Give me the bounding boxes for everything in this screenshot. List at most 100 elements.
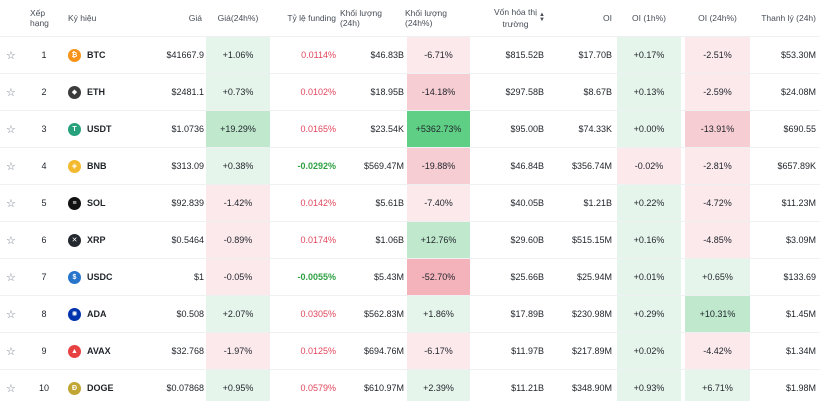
price-change-24h-cell: -0.89% [206,222,270,258]
funding-rate-cell: 0.0102% [300,87,336,97]
volume-change-24h-cell: -6.71% [407,37,470,73]
price-cell: $0.5464 [171,235,204,245]
price-cell: $1 [193,272,204,282]
price-cell: $0.07868 [166,383,204,393]
price-cell: $1.0736 [171,124,204,134]
market-cap-cell: $11.97B [511,346,544,356]
coin-cell[interactable]: ▲ AVAX [68,333,158,369]
rank-cell: 3 [41,124,47,134]
header-oi-24h[interactable]: OI (24h%) [698,13,737,23]
coin-cell[interactable]: ◆ ETH [68,74,158,110]
header-volume-24h-pct[interactable]: Khối lượng (24h%) [405,8,447,28]
volume-24h-cell: $562.83M [363,309,404,319]
ada-icon: ✺ [68,307,81,321]
header-symbol[interactable]: Ký hiệu [68,13,97,23]
header-oi-1h[interactable]: OI (1h%) [631,13,666,23]
sort-icon[interactable]: ▲ ▼ [539,12,545,23]
table-row[interactable]: ☆ 1 ₿ BTC $41667.9 +1.06% 0.0114% $46.83B -6.71%… [0,36,820,73]
favorite-star-icon[interactable]: ☆ [6,197,16,210]
market-cap-cell: $17.89B [510,309,544,319]
funding-rate-cell: 0.0165% [300,124,336,134]
price-change-24h-cell: +0.38% [206,148,270,184]
liquidation-24h-cell: $3.09M [785,235,816,245]
volume-change-24h-cell: -7.40% [407,185,470,221]
header-liquidation-24h[interactable]: Thanh lý (24h) [761,13,816,23]
price-change-24h-cell: -1.97% [206,333,270,369]
price-change-24h-cell: +1.06% [206,37,270,73]
favorite-star-icon[interactable]: ☆ [6,234,16,247]
header-market-cap[interactable]: Vốn hóa thị trường ▲ ▼ [478,0,545,36]
table-header: Xếp hạng Ký hiệu Giá Giá(24h%) Tỷ lệ fun… [0,0,820,36]
price-change-24h-cell: +2.07% [206,296,270,332]
coin-cell[interactable]: $ USDC [68,259,158,295]
favorite-star-icon[interactable]: ☆ [6,382,16,395]
favorite-star-icon[interactable]: ☆ [6,160,16,173]
open-interest-cell: $25.94M [576,272,612,282]
oi-change-1h-cell: +0.17% [617,37,681,73]
funding-rate-cell: 0.0142% [300,198,336,208]
coin-symbol: BTC [87,50,106,60]
table-row[interactable]: ☆ 7 $ USDC $1 -0.05% -0.0055% $5.43M -52.70% $25.… [0,258,820,295]
favorite-star-icon[interactable]: ☆ [6,345,16,358]
coin-cell[interactable]: ✺ ADA [68,296,158,332]
volume-change-24h-cell: +5362.73% [407,111,470,147]
coin-symbol: BNB [87,161,107,171]
market-cap-cell: $297.58B [505,87,544,97]
oi-change-1h-cell: +0.29% [617,296,681,332]
header-price-24h[interactable]: Giá(24h%) [217,13,259,23]
volume-24h-cell: $46.83B [370,50,404,60]
coin-cell[interactable]: ◈ BNB [68,148,158,184]
table-row[interactable]: ☆ 8 ✺ ADA $0.508 +2.07% 0.0305% $562.83M +1.86% $… [0,295,820,332]
open-interest-cell: $515.15M [571,235,612,245]
bnb-icon: ◈ [68,159,81,173]
coin-cell[interactable]: T USDT [68,111,158,147]
volume-24h-cell: $5.61B [375,198,404,208]
funding-rate-cell: 0.0579% [300,383,336,393]
market-cap-cell: $25.66B [510,272,544,282]
favorite-star-icon[interactable]: ☆ [6,86,16,99]
table-row[interactable]: ☆ 3 T USDT $1.0736 +19.29% 0.0165% $23.54K +5362… [0,110,820,147]
coin-symbol: USDT [87,124,112,134]
coin-cell[interactable]: Ð DOGE [68,370,158,401]
open-interest-cell: $348.90M [571,383,612,393]
volume-change-24h-cell: +2.39% [407,370,470,401]
volume-24h-cell: $23.54K [370,124,404,134]
market-cap-cell: $815.52B [505,50,544,60]
coin-cell[interactable]: ✕ XRP [68,222,158,258]
oi-change-1h-cell: +0.22% [617,185,681,221]
oi-change-24h-cell: -4.72% [685,185,750,221]
favorite-star-icon[interactable]: ☆ [6,271,16,284]
price-cell: $92.839 [171,198,204,208]
table-row[interactable]: ☆ 5 ≡ SOL $92.839 -1.42% 0.0142% $5.61B -7.40% $4… [0,184,820,221]
funding-rate-cell: -0.0292% [297,161,336,171]
header-price[interactable]: Giá [188,13,202,23]
header-market-cap-line1: Vốn hóa thị [493,7,537,17]
coin-symbol: SOL [87,198,106,208]
table-row[interactable]: ☆ 2 ◆ ETH $2481.1 +0.73% 0.0102% $18.95B -14.18%… [0,73,820,110]
open-interest-cell: $8.67B [583,87,612,97]
liquidation-24h-cell: $690.55 [783,124,816,134]
favorite-star-icon[interactable]: ☆ [6,123,16,136]
coin-cell[interactable]: ₿ BTC [68,37,158,73]
favorite-star-icon[interactable]: ☆ [6,49,16,62]
table-row[interactable]: ☆ 4 ◈ BNB $313.09 +0.38% -0.0292% $569.47M -19.8… [0,147,820,184]
table-row[interactable]: ☆ 6 ✕ XRP $0.5464 -0.89% 0.0174% $1.06B +12.76% $… [0,221,820,258]
price-cell: $0.508 [176,309,204,319]
header-rank[interactable]: Xếp hạng [30,8,49,28]
header-funding-rate[interactable]: Tỷ lệ funding [287,13,336,23]
open-interest-cell: $230.98M [571,309,612,319]
oi-change-1h-cell: +0.00% [617,111,681,147]
table-row[interactable]: ☆ 9 ▲ AVAX $32.768 -1.97% 0.0125% $694.76M -6.17… [0,332,820,369]
favorite-star-icon[interactable]: ☆ [6,308,16,321]
table-row[interactable]: ☆ 10 Ð DOGE $0.07868 +0.95% 0.0579% $610.97M +2.… [0,369,820,401]
coin-cell[interactable]: ≡ SOL [68,185,158,221]
funding-rate-cell: 0.0305% [300,309,336,319]
volume-change-24h-cell: -19.88% [407,148,470,184]
market-cap-cell: $46.84B [510,161,544,171]
liquidation-24h-cell: $53.30M [780,50,816,60]
header-oi[interactable]: OI [603,13,612,23]
price-cell: $41667.9 [166,50,204,60]
usdt-icon: T [68,122,81,136]
open-interest-cell: $217.89M [571,346,612,356]
header-volume-24h[interactable]: Khối lượng (24h) [340,8,382,28]
